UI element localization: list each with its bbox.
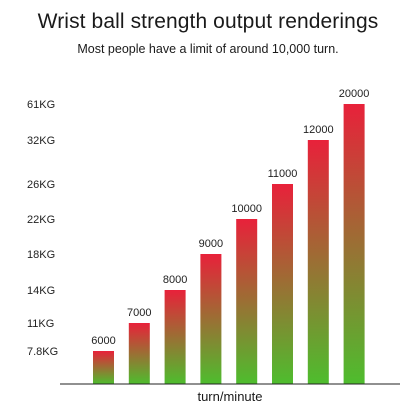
bar bbox=[128, 323, 150, 384]
y-axis-ticks: 7.8KG 11KG 14KG 18KG 22KG 26KG 32KG 61KG bbox=[27, 99, 58, 358]
bar bbox=[93, 351, 114, 384]
y-tick-label: 32KG bbox=[27, 135, 55, 147]
bar bbox=[307, 140, 329, 384]
x-axis-label: turn/minute bbox=[197, 389, 263, 404]
bar bbox=[272, 184, 293, 384]
bar-data-label: 10000 bbox=[231, 203, 262, 215]
bar-series bbox=[93, 104, 365, 384]
bar-data-label: 9000 bbox=[199, 238, 223, 250]
y-tick-label: 11KG bbox=[27, 318, 54, 330]
y-tick-label: 22KG bbox=[27, 214, 55, 226]
bar-data-label: 20000 bbox=[339, 88, 370, 100]
y-tick-label: 26KG bbox=[27, 179, 55, 191]
bar-data-label: 6000 bbox=[91, 335, 115, 347]
y-tick-label: 14KG bbox=[27, 285, 55, 297]
y-tick-label: 7.8KG bbox=[27, 346, 58, 358]
y-tick-label: 18KG bbox=[27, 249, 55, 261]
chart-subtitle: Most people have a limit of around 10,00… bbox=[77, 42, 339, 56]
y-tick-label: 61KG bbox=[27, 99, 55, 111]
bar bbox=[343, 104, 365, 384]
bar-data-label: 12000 bbox=[303, 124, 334, 136]
bar bbox=[164, 290, 186, 384]
bar-data-label: 8000 bbox=[163, 274, 187, 286]
bar-data-labels: 6000 7000 8000 9000 10000 11000 12000 20000 bbox=[91, 88, 369, 347]
bar bbox=[200, 254, 222, 384]
chart-title: Wrist ball strength output renderings bbox=[37, 10, 379, 33]
bar-data-label: 11000 bbox=[268, 168, 298, 180]
bar bbox=[236, 219, 258, 384]
bar-data-label: 7000 bbox=[127, 307, 151, 319]
